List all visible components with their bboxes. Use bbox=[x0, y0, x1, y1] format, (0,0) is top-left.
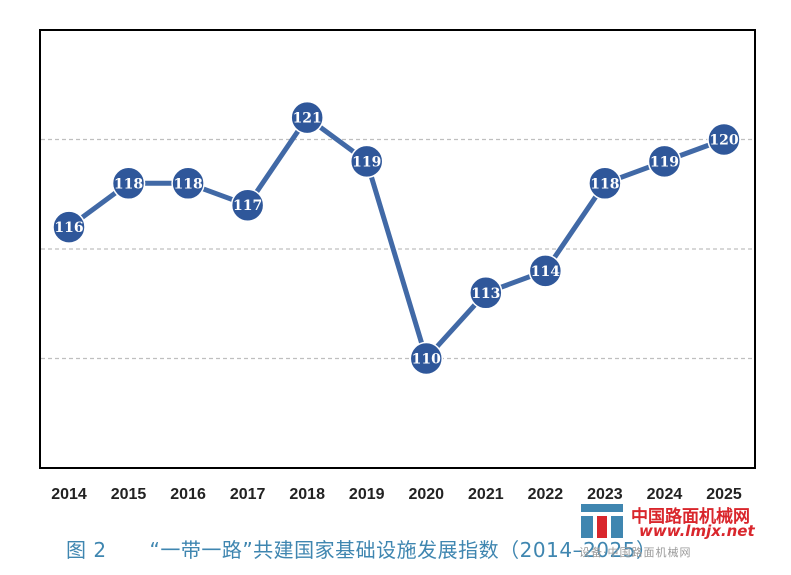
x-tick-label: 2017 bbox=[230, 486, 266, 503]
data-point-marker bbox=[409, 341, 444, 376]
x-tick-label: 2023 bbox=[587, 486, 623, 503]
data-point-marker bbox=[469, 276, 503, 310]
data-point-marker bbox=[707, 122, 741, 157]
data-point-marker bbox=[171, 166, 205, 201]
data-label: 113 bbox=[471, 286, 500, 302]
plot-frame bbox=[39, 29, 756, 469]
data-points: 116 118 118 117 121 119 110 113 114 118 119 120 bbox=[52, 100, 741, 376]
data-point-marker bbox=[349, 144, 384, 179]
x-tick-label: 2025 bbox=[706, 486, 742, 503]
data-label: 117 bbox=[233, 198, 262, 214]
data-label: 119 bbox=[352, 154, 381, 170]
watermark-url: www.lmjx.net bbox=[639, 522, 755, 540]
watermark: 中国路面机械网 www.lmjx.net 设备·中国路面机械网 bbox=[579, 500, 779, 570]
figure-caption: 图 2 “一带一路”共建国家基础设施发展指数（2014–2025） bbox=[66, 534, 656, 563]
data-point-marker bbox=[52, 210, 86, 244]
x-tick-label: 2020 bbox=[408, 486, 444, 503]
x-tick-label: 2022 bbox=[528, 486, 564, 503]
data-point-marker bbox=[647, 144, 682, 179]
data-point-marker bbox=[588, 166, 622, 201]
data-point-marker bbox=[528, 254, 563, 288]
x-tick-label: 2015 bbox=[111, 486, 147, 503]
data-point-marker bbox=[290, 100, 324, 135]
x-tick-label: 2019 bbox=[349, 486, 385, 503]
watermark-subtitle: 设备·中国路面机械网 bbox=[579, 546, 692, 559]
lmjx-logo-icon bbox=[581, 504, 623, 538]
data-label: 110 bbox=[412, 352, 441, 368]
x-tick-label: 2018 bbox=[289, 486, 325, 503]
x-tick-label: 2014 bbox=[51, 486, 87, 503]
x-tick-label: 2016 bbox=[170, 486, 206, 503]
x-tick-label: 2021 bbox=[468, 486, 504, 503]
x-axis-ticks: 2014 2015 2016 2017 2018 2019 2020 2021 2022 2023… bbox=[51, 486, 742, 503]
caption-text: “一带一路”共建国家基础设施发展指数（2014–2025） bbox=[149, 538, 657, 562]
watermark-name: 中国路面机械网 bbox=[631, 507, 750, 527]
data-label: 120 bbox=[709, 133, 738, 149]
caption-number: 图 2 bbox=[66, 538, 107, 562]
x-tick-label: 2024 bbox=[647, 486, 683, 503]
data-label: 118 bbox=[114, 176, 143, 192]
data-label: 118 bbox=[173, 176, 202, 192]
data-label: 114 bbox=[531, 264, 560, 280]
data-label: 119 bbox=[650, 154, 679, 170]
data-label: 118 bbox=[590, 176, 619, 192]
data-point-marker bbox=[230, 188, 265, 222]
data-label: 116 bbox=[54, 220, 83, 236]
data-point-marker bbox=[111, 166, 146, 201]
data-label: 121 bbox=[293, 111, 322, 127]
